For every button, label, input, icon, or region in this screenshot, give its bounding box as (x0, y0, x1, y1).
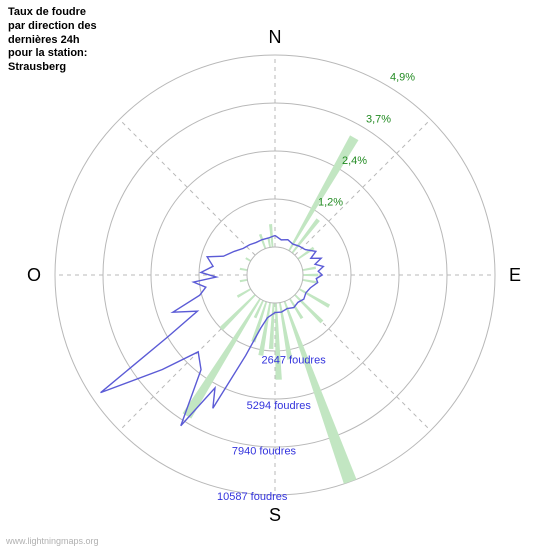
rate-wedge (294, 294, 323, 323)
rate-wedge (240, 279, 248, 282)
axis-label-w: O (27, 265, 41, 285)
axis-label-e: E (509, 265, 521, 285)
axis-label-s: S (269, 505, 281, 525)
pct-ring-label: 2,4% (342, 155, 367, 167)
rate-wedge (267, 238, 271, 248)
count-ring-label: 10587 foudres (217, 491, 288, 503)
rate-wedge (302, 267, 316, 271)
rate-wedge (240, 268, 248, 271)
center-circle (247, 247, 303, 303)
attribution: www.lightningmaps.org (6, 536, 99, 546)
grid-spoke (119, 119, 255, 255)
count-ring-label: 5294 foudres (247, 400, 312, 412)
count-ring-label: 2647 foudres (262, 354, 327, 366)
count-ring-label: 7940 foudres (232, 446, 297, 458)
chart-title: Taux de foudre par direction des dernièr… (8, 6, 98, 75)
pct-ring-label: 4,9% (390, 72, 415, 84)
pct-ring-label: 3,7% (366, 113, 391, 125)
rate-wedge (302, 279, 317, 284)
rate-wedge (303, 274, 318, 277)
polar-chart: N S E O 1,2% 2,4% 3,7% 4,9% 2647 foudres 5294 fou… (0, 0, 550, 550)
rate-wedge (237, 288, 251, 298)
axis-label-n: N (269, 27, 282, 47)
rate-wedge (288, 135, 358, 251)
pct-ring-label: 1,2% (318, 196, 343, 208)
